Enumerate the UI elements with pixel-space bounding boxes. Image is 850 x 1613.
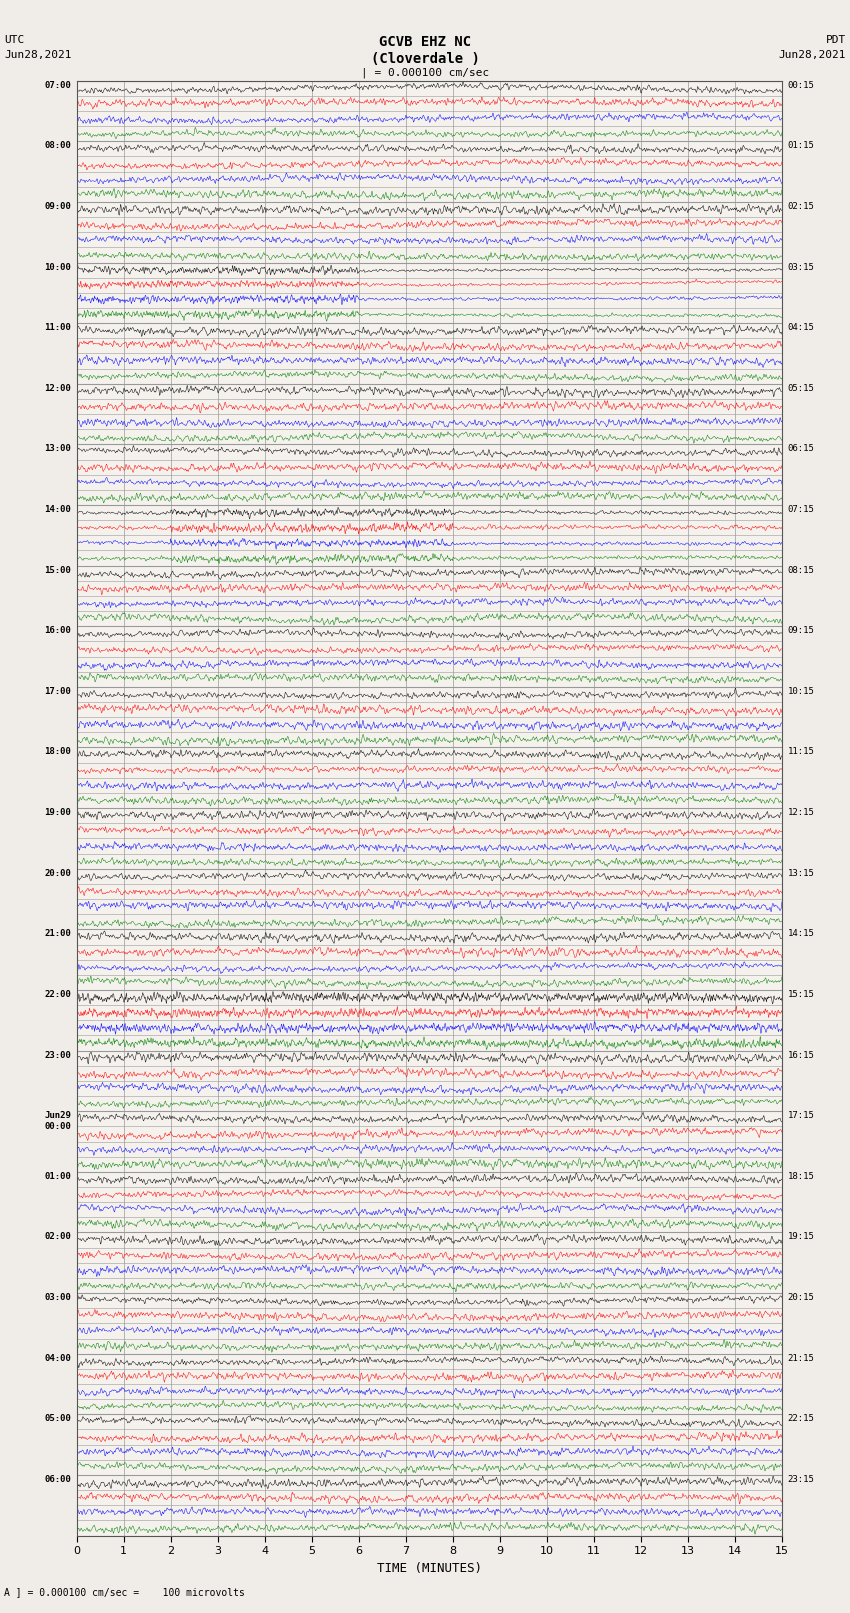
Text: 05:15: 05:15 bbox=[788, 384, 814, 392]
Text: 23:00: 23:00 bbox=[44, 1050, 71, 1060]
Text: 04:00: 04:00 bbox=[44, 1353, 71, 1363]
Text: 01:15: 01:15 bbox=[788, 142, 814, 150]
Text: 18:00: 18:00 bbox=[44, 747, 71, 756]
Text: 13:00: 13:00 bbox=[44, 444, 71, 453]
Text: 12:00: 12:00 bbox=[44, 384, 71, 392]
Text: 15:15: 15:15 bbox=[788, 990, 814, 998]
Text: 16:00: 16:00 bbox=[44, 626, 71, 636]
Text: 19:00: 19:00 bbox=[44, 808, 71, 818]
Text: | = 0.000100 cm/sec: | = 0.000100 cm/sec bbox=[361, 68, 489, 79]
X-axis label: TIME (MINUTES): TIME (MINUTES) bbox=[377, 1561, 482, 1574]
Text: 02:15: 02:15 bbox=[788, 202, 814, 211]
Text: 05:00: 05:00 bbox=[44, 1415, 71, 1423]
Text: 12:15: 12:15 bbox=[788, 808, 814, 818]
Text: 11:15: 11:15 bbox=[788, 747, 814, 756]
Text: 06:15: 06:15 bbox=[788, 444, 814, 453]
Text: 09:15: 09:15 bbox=[788, 626, 814, 636]
Text: 19:15: 19:15 bbox=[788, 1232, 814, 1242]
Text: 08:00: 08:00 bbox=[44, 142, 71, 150]
Text: 22:00: 22:00 bbox=[44, 990, 71, 998]
Text: 10:15: 10:15 bbox=[788, 687, 814, 695]
Text: 13:15: 13:15 bbox=[788, 869, 814, 877]
Text: 15:00: 15:00 bbox=[44, 566, 71, 574]
Text: 16:15: 16:15 bbox=[788, 1050, 814, 1060]
Text: 04:15: 04:15 bbox=[788, 323, 814, 332]
Text: GCVB EHZ NC: GCVB EHZ NC bbox=[379, 35, 471, 50]
Text: Jun29
00:00: Jun29 00:00 bbox=[44, 1111, 71, 1131]
Text: 11:00: 11:00 bbox=[44, 323, 71, 332]
Text: 01:00: 01:00 bbox=[44, 1171, 71, 1181]
Text: 07:15: 07:15 bbox=[788, 505, 814, 515]
Text: 20:15: 20:15 bbox=[788, 1294, 814, 1302]
Text: 21:00: 21:00 bbox=[44, 929, 71, 939]
Text: 03:15: 03:15 bbox=[788, 263, 814, 271]
Text: 09:00: 09:00 bbox=[44, 202, 71, 211]
Text: (Cloverdale ): (Cloverdale ) bbox=[371, 52, 479, 66]
Text: 18:15: 18:15 bbox=[788, 1171, 814, 1181]
Text: 20:00: 20:00 bbox=[44, 869, 71, 877]
Text: 17:15: 17:15 bbox=[788, 1111, 814, 1119]
Text: 03:00: 03:00 bbox=[44, 1294, 71, 1302]
Text: PDT: PDT bbox=[825, 35, 846, 45]
Text: 02:00: 02:00 bbox=[44, 1232, 71, 1242]
Text: 00:15: 00:15 bbox=[788, 81, 814, 90]
Text: A ] = 0.000100 cm/sec =    100 microvolts: A ] = 0.000100 cm/sec = 100 microvolts bbox=[4, 1587, 245, 1597]
Text: 14:15: 14:15 bbox=[788, 929, 814, 939]
Text: 10:00: 10:00 bbox=[44, 263, 71, 271]
Text: 07:00: 07:00 bbox=[44, 81, 71, 90]
Text: 21:15: 21:15 bbox=[788, 1353, 814, 1363]
Text: 08:15: 08:15 bbox=[788, 566, 814, 574]
Text: Jun28,2021: Jun28,2021 bbox=[779, 50, 846, 60]
Text: 17:00: 17:00 bbox=[44, 687, 71, 695]
Text: 14:00: 14:00 bbox=[44, 505, 71, 515]
Text: 06:00: 06:00 bbox=[44, 1474, 71, 1484]
Text: UTC: UTC bbox=[4, 35, 25, 45]
Text: 22:15: 22:15 bbox=[788, 1415, 814, 1423]
Text: 23:15: 23:15 bbox=[788, 1474, 814, 1484]
Text: Jun28,2021: Jun28,2021 bbox=[4, 50, 71, 60]
